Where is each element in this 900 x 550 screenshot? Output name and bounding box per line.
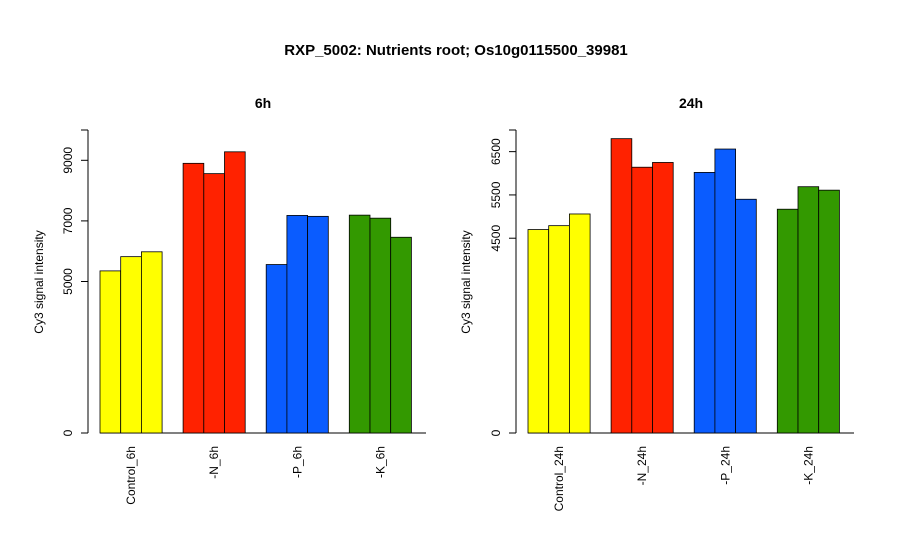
bar-control-6h-1 — [99, 270, 122, 434]
bar--n-24h-2 — [631, 166, 653, 434]
y-tick-label: 7000 — [61, 207, 75, 234]
panel-24h: 24h Cy3 signal intensity 0 4500 5500 6500 Cont… — [459, 95, 854, 511]
bar--p-6h-3 — [307, 215, 329, 434]
x-category-label: -P_24h — [718, 446, 732, 485]
x-category-label: -K_24h — [801, 446, 815, 485]
bar--p-6h-2 — [286, 215, 308, 434]
bar--k-6h-3 — [390, 236, 412, 434]
bar-control-24h-2 — [548, 225, 570, 434]
x-category-label: -N_6h — [207, 446, 221, 479]
bar--k-24h-3 — [818, 189, 840, 434]
panel-title: 6h — [255, 95, 271, 111]
bar--n-6h-3 — [224, 151, 246, 434]
y-tick-label: 0 — [61, 429, 75, 436]
bar-control-6h-2 — [120, 256, 142, 434]
y-axis-label: Cy3 signal intensity — [459, 230, 473, 333]
y-tick-label: 4500 — [489, 225, 503, 252]
bar--p-24h-1 — [693, 172, 716, 434]
y-tick-label: 5000 — [61, 268, 75, 295]
panel-title: 24h — [679, 95, 703, 111]
bar--n-6h-1 — [182, 162, 205, 434]
bar--n-24h-3 — [652, 162, 674, 434]
panel-6h: 6h Cy3 signal intensity 0 5000 7000 9000 Contr… — [32, 95, 426, 505]
bar--n-6h-2 — [203, 173, 225, 434]
y-tick-label: 0 — [489, 429, 503, 436]
y-tick-label: 9000 — [61, 147, 75, 174]
x-category-label: -P_6h — [290, 446, 304, 478]
x-category-label: -K_6h — [373, 446, 387, 478]
bar--p-24h-3 — [735, 198, 757, 434]
bar--k-6h-2 — [369, 217, 392, 434]
bar--p-24h-2 — [714, 148, 737, 434]
bar--n-24h-1 — [610, 138, 633, 434]
bar--p-6h-1 — [265, 264, 288, 434]
y-tick-label: 5500 — [489, 181, 503, 208]
y-axis-label: Cy3 signal intensity — [32, 230, 46, 333]
figure-title: RXP_5002: Nutrients root; Os10g0115500_3… — [284, 42, 628, 59]
bar-control-24h-1 — [527, 229, 550, 434]
bar--k-6h-1 — [348, 214, 371, 434]
bar--k-24h-2 — [797, 186, 820, 434]
y-tick-label: 6500 — [489, 138, 503, 165]
bar-control-24h-3 — [569, 213, 591, 434]
bar--k-24h-1 — [776, 208, 799, 434]
x-category-label: Control_24h — [552, 446, 566, 511]
bar-control-6h-3 — [140, 251, 163, 434]
x-category-label: -N_24h — [635, 446, 649, 485]
x-category-label: Control_6h — [124, 446, 138, 505]
